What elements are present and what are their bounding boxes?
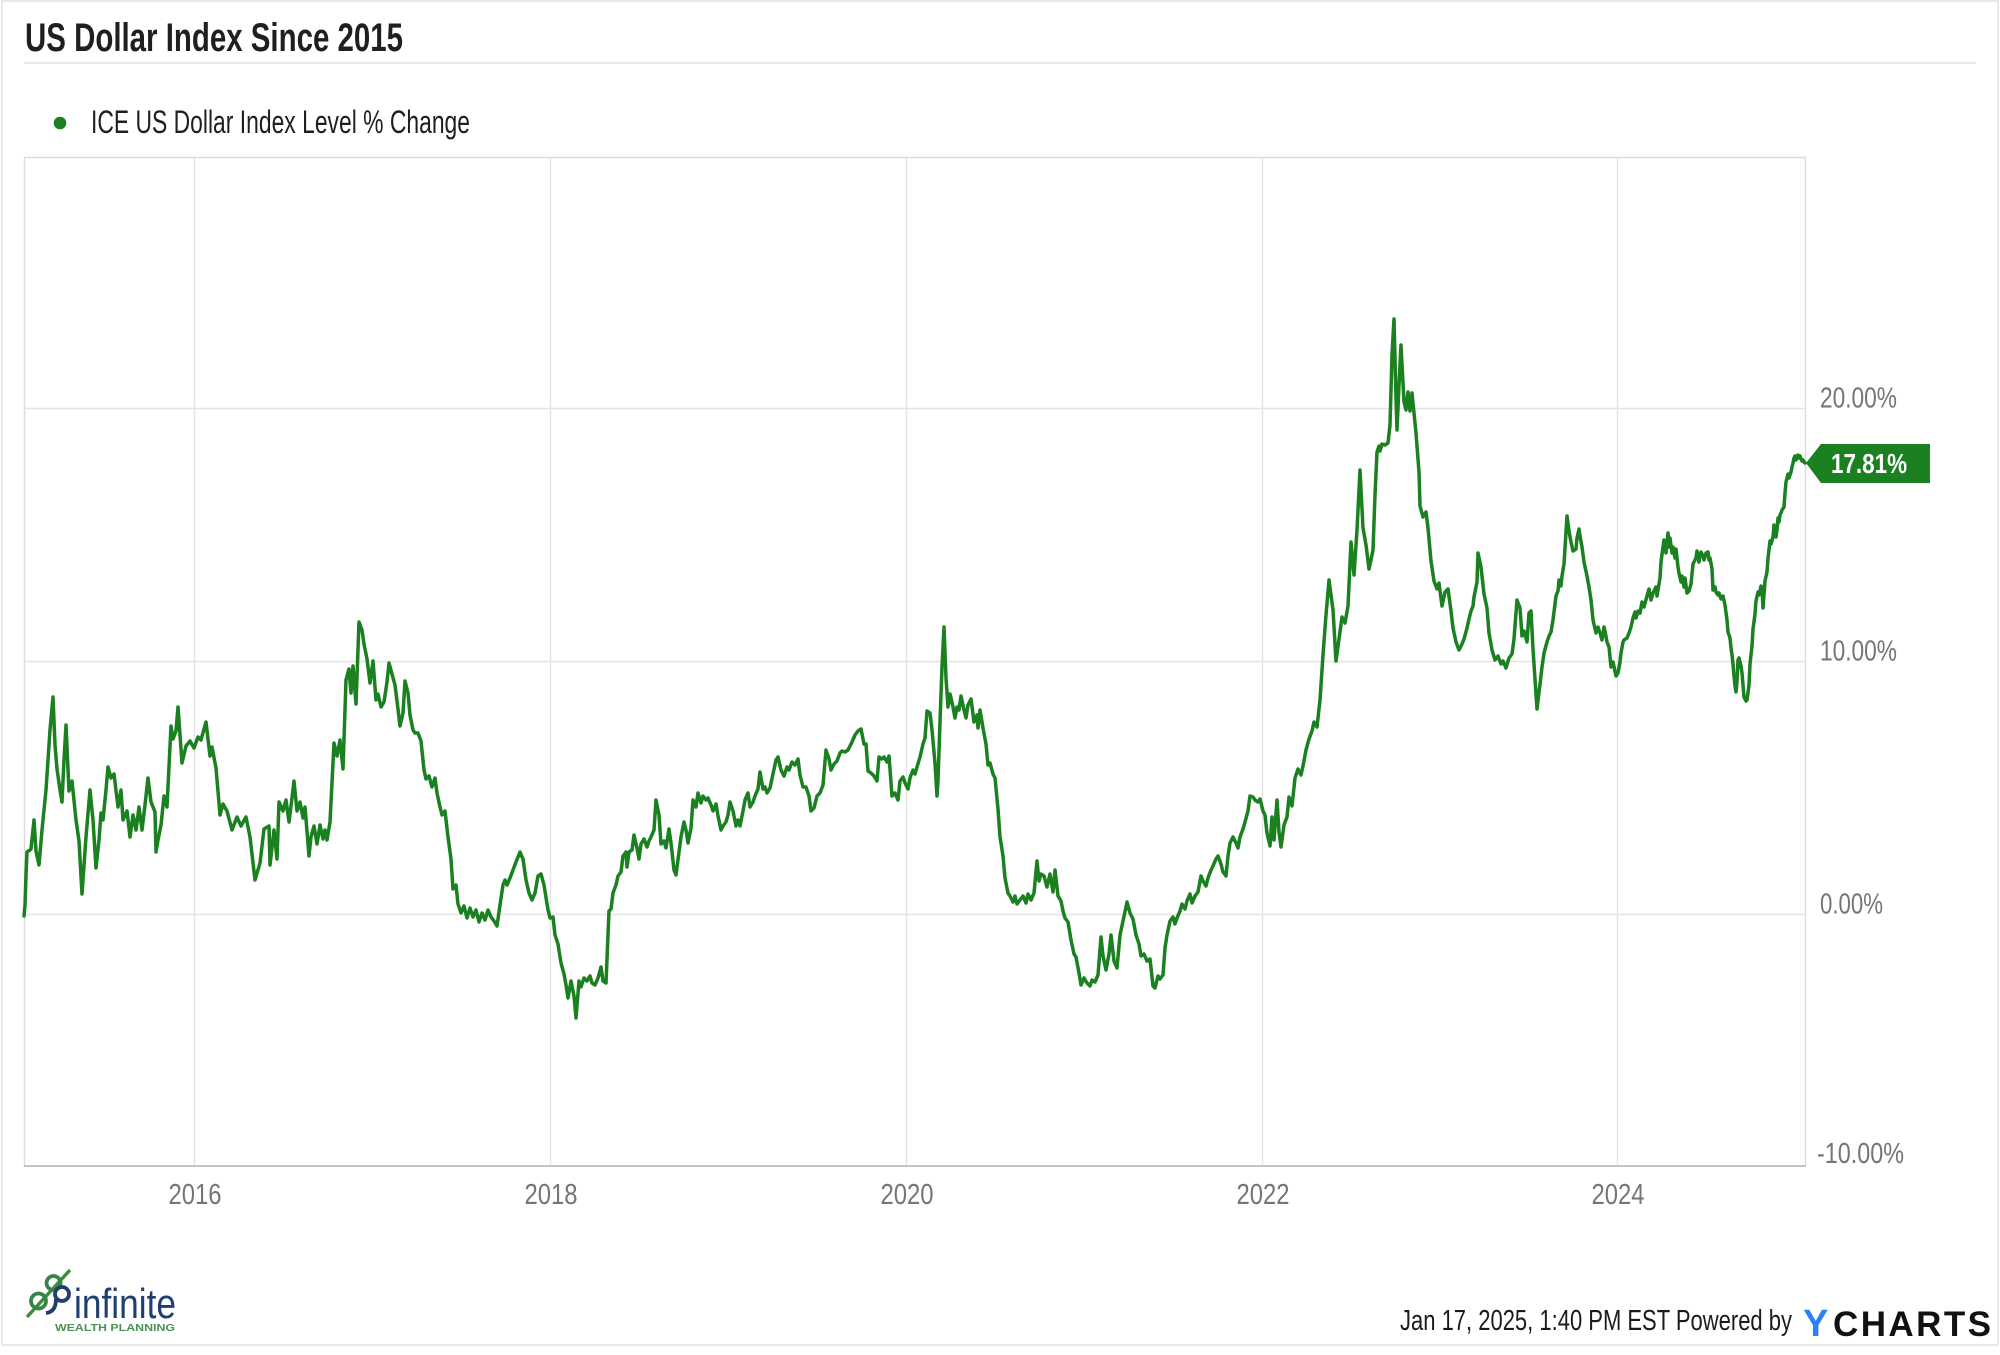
svg-text:infinite: infinite — [74, 1280, 176, 1327]
svg-text:17.81%: 17.81% — [1831, 448, 1907, 479]
svg-text:WEALTH PLANNING: WEALTH PLANNING — [55, 1323, 175, 1334]
svg-text:2020: 2020 — [881, 1179, 934, 1211]
svg-text:US Dollar Index Since 2015: US Dollar Index Since 2015 — [25, 16, 403, 60]
svg-text:Jan 17, 2025, 1:40 PM EST Powe: Jan 17, 2025, 1:40 PM EST Powered by — [1400, 1305, 1792, 1337]
svg-text:2016: 2016 — [169, 1179, 222, 1211]
svg-text:2018: 2018 — [525, 1179, 578, 1211]
svg-text:Y: Y — [1803, 1303, 1828, 1345]
svg-text:2022: 2022 — [1237, 1179, 1290, 1211]
svg-text:-10.00%: -10.00% — [1817, 1138, 1904, 1170]
svg-text:0.00%: 0.00% — [1820, 889, 1883, 921]
svg-text:CHARTS: CHARTS — [1833, 1305, 1991, 1344]
svg-text:20.00%: 20.00% — [1820, 383, 1897, 415]
svg-text:2024: 2024 — [1592, 1179, 1645, 1211]
svg-text:ICE US Dollar Index Level % Ch: ICE US Dollar Index Level % Change — [91, 104, 470, 140]
svg-text:10.00%: 10.00% — [1820, 636, 1897, 668]
